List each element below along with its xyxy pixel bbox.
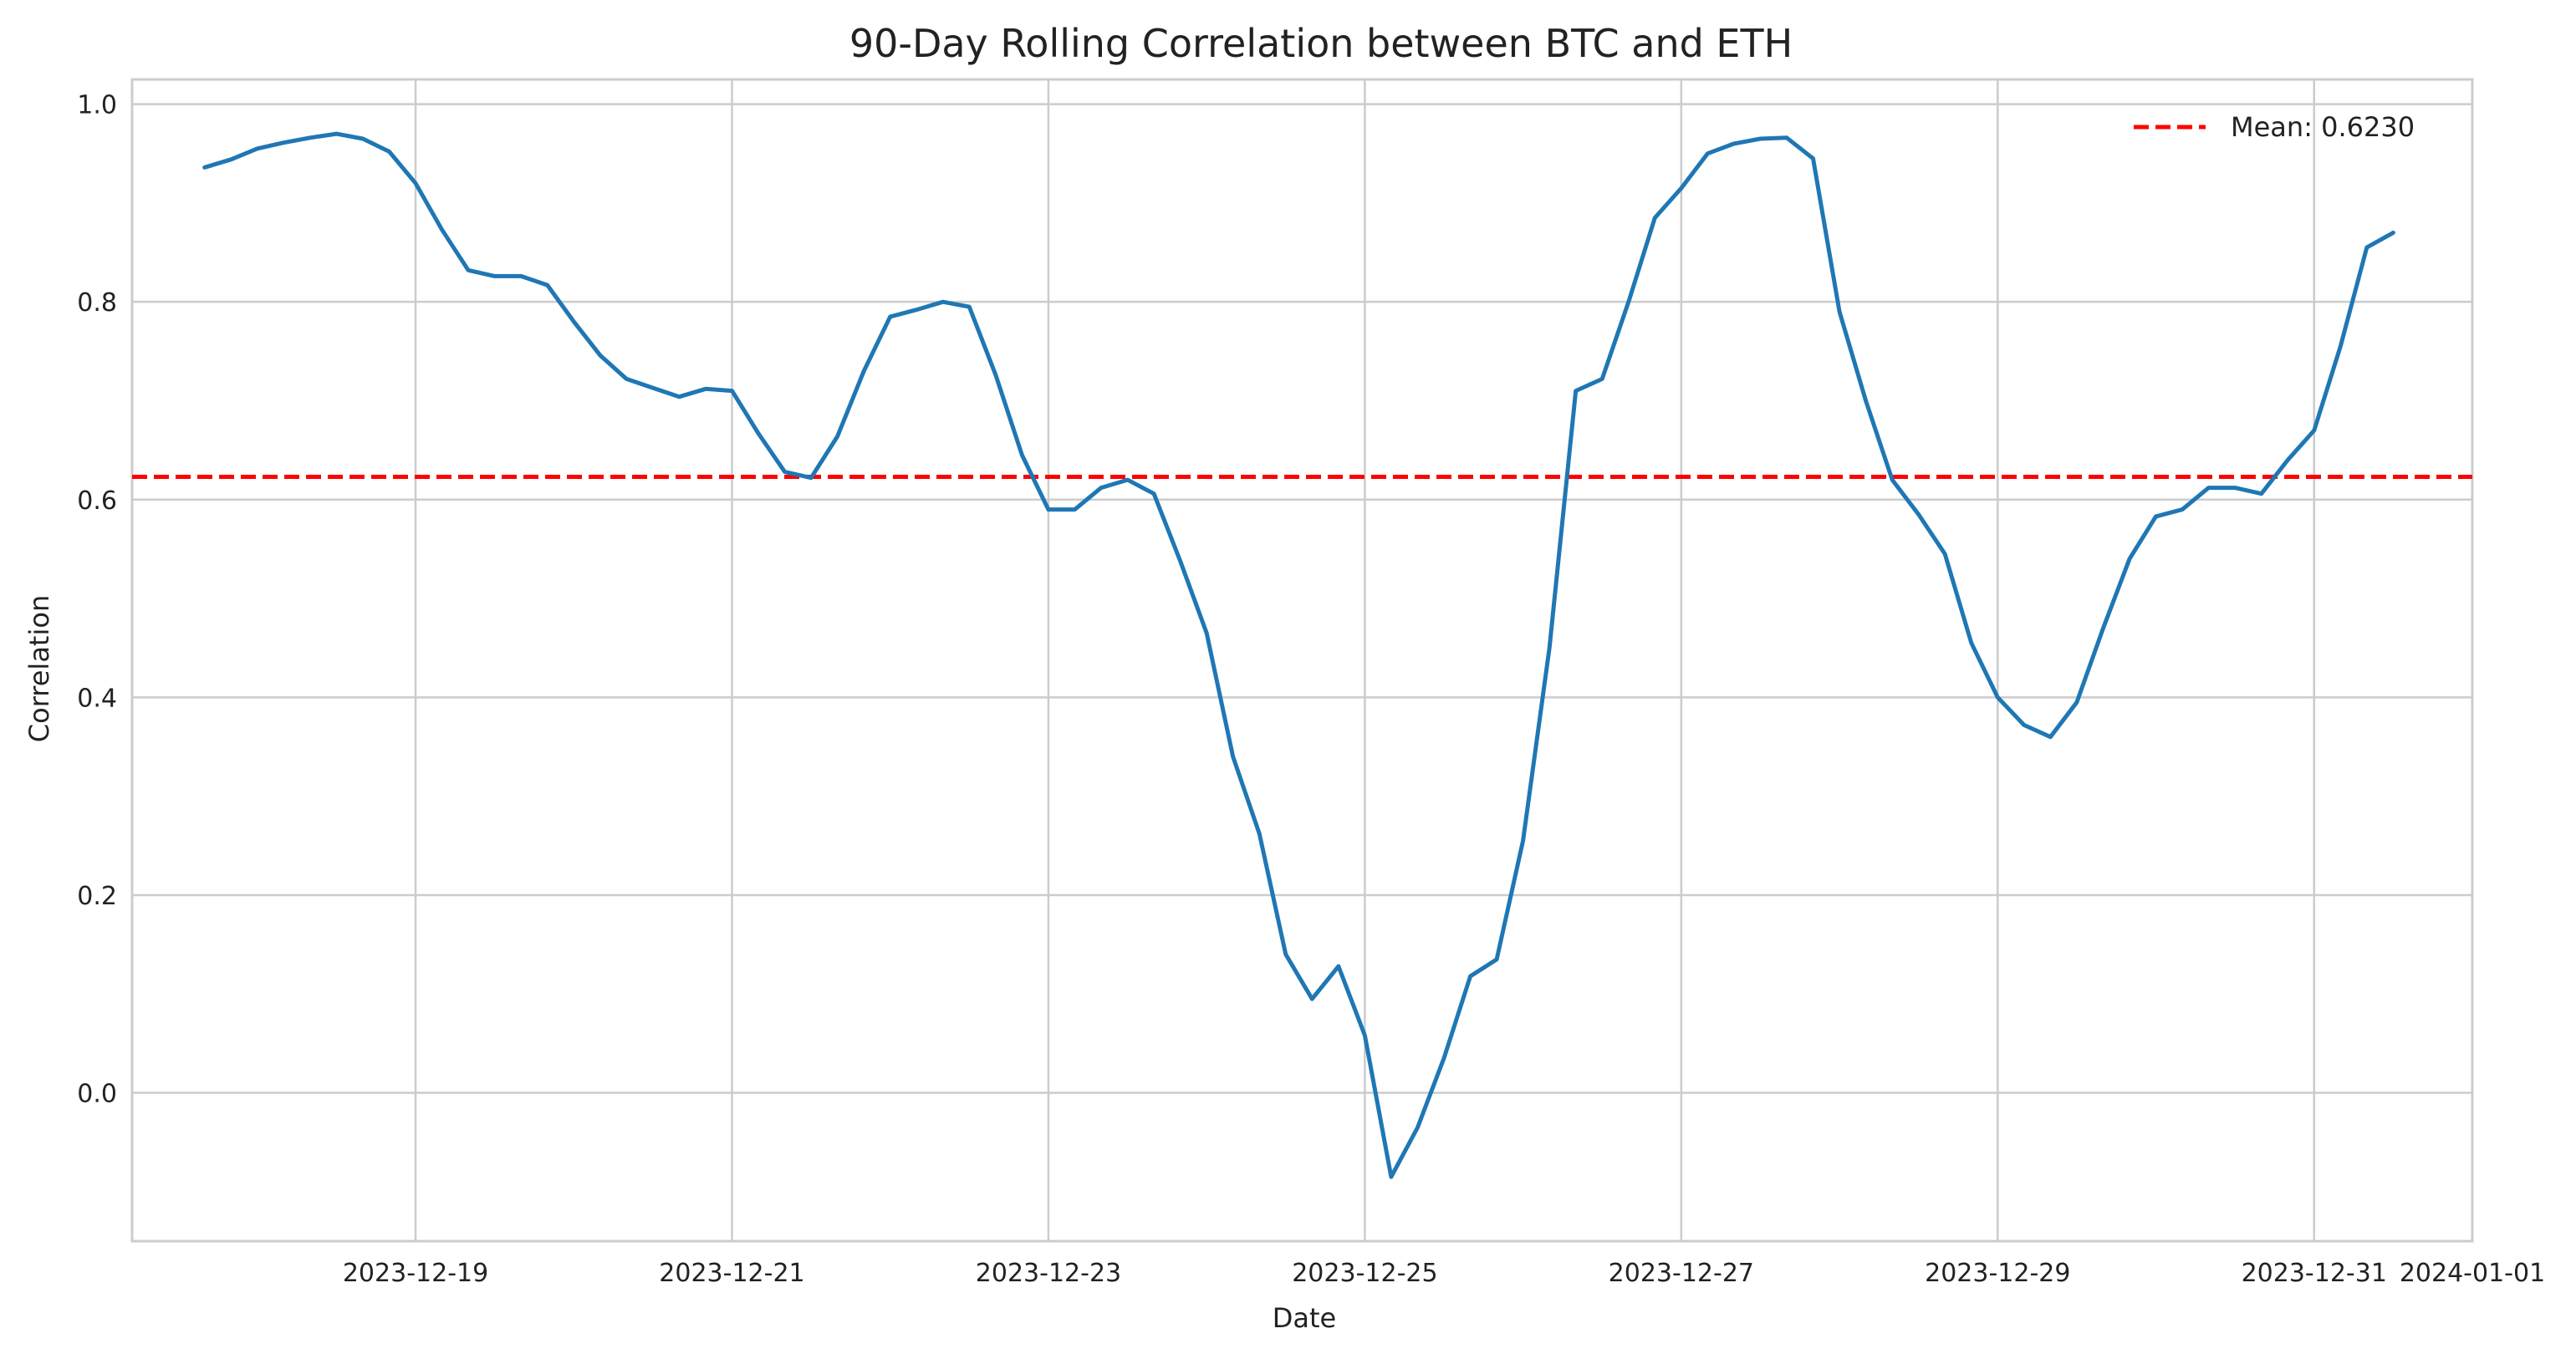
plot-area-frame (130, 78, 2474, 1243)
y-axis-ticks: 0.0 0.2 0.4 0.6 0.8 1.0 (77, 91, 117, 1109)
x-tick-label: 2024-01-01 (2400, 1259, 2545, 1288)
x-tick-label: 2023-12-27 (1609, 1259, 1754, 1288)
y-tick-label: 0.8 (77, 288, 117, 318)
legend-mean-label: Mean: 0.6230 (2231, 111, 2415, 143)
x-tick-label: 2023-12-29 (1925, 1259, 2070, 1288)
x-tick-label: 2023-12-23 (976, 1259, 1121, 1288)
y-tick-label: 0.0 (77, 1080, 117, 1109)
legend: Mean: 0.6230 (2134, 111, 2415, 143)
chart-title: 90-Day Rolling Correlation between BTC a… (849, 21, 1793, 66)
x-tick-label: 2023-12-19 (343, 1259, 488, 1288)
x-tick-label: 2023-12-25 (1292, 1259, 1437, 1288)
y-tick-label: 1.0 (77, 91, 117, 120)
x-tick-label: 2023-12-21 (659, 1259, 804, 1288)
grid-lines (132, 79, 2474, 1241)
y-tick-label: 0.4 (77, 684, 117, 713)
y-tick-label: 0.6 (77, 486, 117, 516)
x-tick-label: 2023-12-31 (2242, 1259, 2387, 1288)
correlation-series-line (202, 131, 2395, 1179)
x-axis-ticks: 2023-12-19 2023-12-21 2023-12-23 2023-12-25… (343, 1259, 2545, 1288)
x-axis-label: Date (1273, 1302, 1336, 1334)
y-axis-label: Correlation (23, 595, 55, 742)
y-tick-label: 0.2 (77, 882, 117, 911)
